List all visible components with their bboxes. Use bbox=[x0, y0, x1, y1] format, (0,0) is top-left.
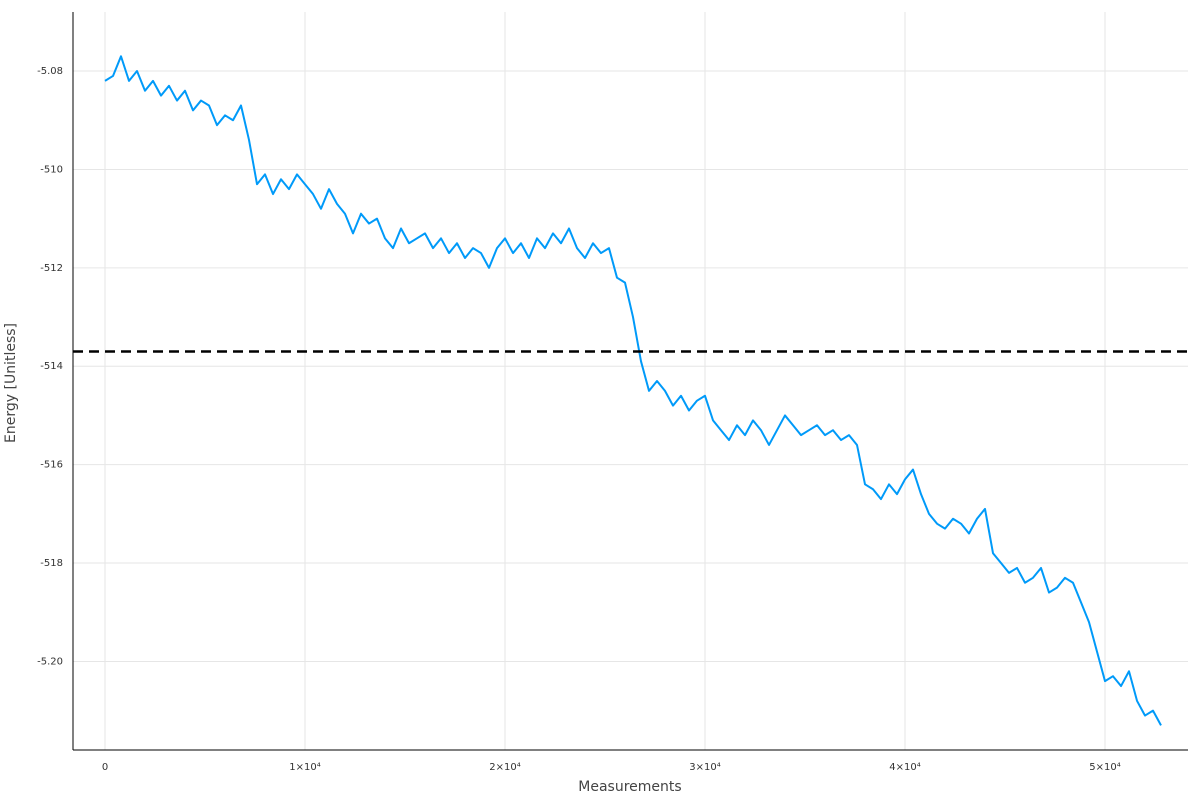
y-tick-label: -5.08 bbox=[37, 66, 63, 77]
y-tick-label: -510 bbox=[40, 164, 63, 175]
data-line bbox=[104, 55, 1162, 726]
x-tick-label: 4×10⁴ bbox=[889, 762, 920, 773]
x-tick-label: 3×10⁴ bbox=[689, 762, 720, 773]
y-tick-label: -5.20 bbox=[37, 656, 63, 667]
y-tick-label: -512 bbox=[40, 263, 63, 274]
y-tick-label: -516 bbox=[40, 460, 63, 471]
x-tick-label: 2×10⁴ bbox=[489, 762, 520, 773]
y-tick-label: -514 bbox=[40, 361, 63, 372]
x-axis-title: Measurements bbox=[578, 779, 681, 795]
x-tick-label: 5×10⁴ bbox=[1089, 762, 1120, 773]
y-tick-label: -518 bbox=[40, 558, 63, 569]
x-tick-label: 0 bbox=[102, 762, 108, 773]
x-tick-label: 1×10⁴ bbox=[289, 762, 320, 773]
y-axis-title: Energy [Unitless] bbox=[3, 323, 19, 443]
